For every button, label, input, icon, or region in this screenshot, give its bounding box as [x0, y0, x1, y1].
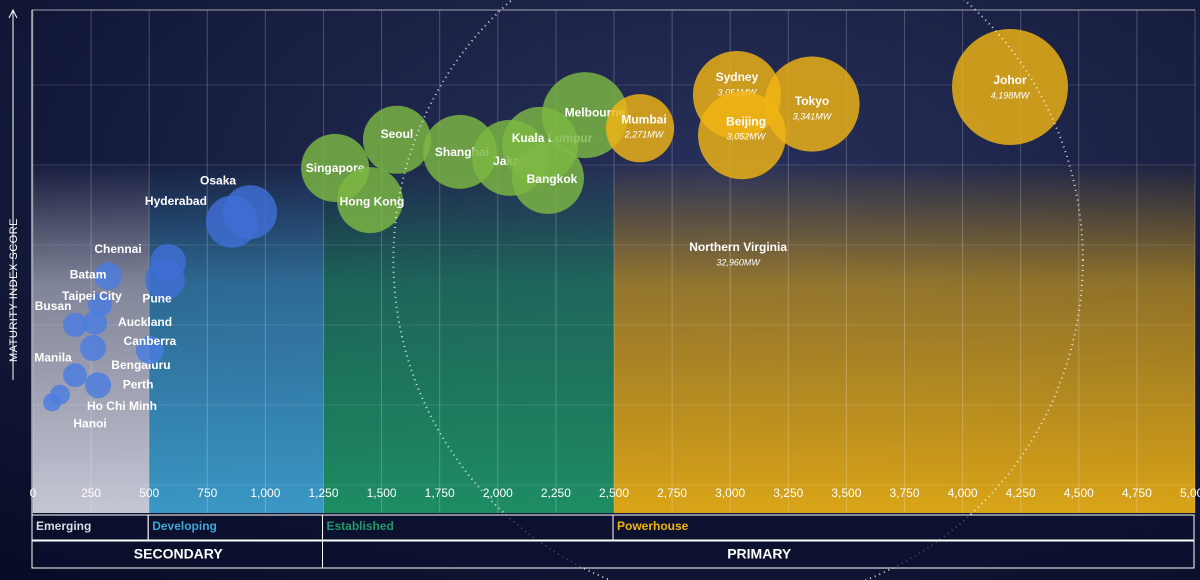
- bubble-label: Beijing: [726, 114, 766, 128]
- x-tick-label: 1,500: [367, 486, 397, 500]
- bubble-label: Seoul: [381, 127, 414, 141]
- tier-label: Emerging: [36, 519, 91, 533]
- bubble: [63, 363, 88, 388]
- bubble-label: Perth: [123, 377, 154, 391]
- bubble-label: Auckland: [118, 315, 172, 329]
- x-tick-label: 2,000: [483, 486, 513, 500]
- bubble: [135, 336, 164, 365]
- bubble-label: Sydney: [716, 70, 759, 84]
- bubble-label: Hong Kong: [340, 194, 405, 208]
- bubble: [49, 384, 70, 405]
- x-tick-label: 5,000: [1180, 486, 1200, 500]
- x-tick-label: 3,500: [831, 486, 861, 500]
- x-tick-label: 1,750: [425, 486, 455, 500]
- x-tick-label: 3,750: [889, 486, 919, 500]
- x-tick-label: 4,750: [1122, 486, 1152, 500]
- x-tick-label: 500: [139, 486, 159, 500]
- bubble-label: Hyderabad: [145, 194, 207, 208]
- capacity-label: 3,341MW: [793, 111, 833, 121]
- capacity-label: 3,052MW: [727, 132, 767, 142]
- group-label: PRIMARY: [727, 546, 792, 562]
- x-tick-label: 1,250: [308, 486, 338, 500]
- bubble-label: Taipei City: [62, 289, 122, 303]
- tier-band: [147, 514, 323, 541]
- tier-label: Powerhouse: [617, 519, 689, 533]
- group-label: SECONDARY: [134, 546, 224, 562]
- bubble-label: Northern Virginia: [689, 240, 787, 254]
- tier-label: Established: [327, 519, 394, 533]
- bubble: [541, 72, 628, 159]
- x-tick-label: 2,750: [657, 486, 687, 500]
- x-tick-label: 2,250: [541, 486, 571, 500]
- bubble: [94, 262, 123, 291]
- bubble-label: Busan: [35, 299, 72, 313]
- group-band: [322, 540, 1195, 569]
- bubble: [952, 28, 1068, 145]
- bubble-label: Batam: [70, 267, 107, 281]
- bubble: [223, 185, 278, 240]
- bubble-label: Bangkok: [527, 172, 578, 186]
- x-tick-label: 250: [81, 486, 101, 500]
- tier-band: [612, 514, 1195, 541]
- bubble: [150, 244, 187, 280]
- bubble-label: Pune: [142, 291, 172, 305]
- tier-label: Developing: [152, 519, 217, 533]
- bubble: [392, 0, 1084, 580]
- bubble: [605, 94, 675, 163]
- bubble-label: Manila: [34, 350, 72, 364]
- bubble-label: Hanoi: [73, 417, 106, 431]
- capacity-label: 2,271MW: [624, 130, 665, 140]
- bubble-label: Singapore: [306, 161, 365, 175]
- bubble-label: Johor: [993, 73, 1027, 87]
- bubble-label: Ho Chi Minh: [87, 399, 157, 413]
- x-tick-label: 750: [197, 486, 217, 500]
- capacity-label: 32,960MW: [716, 257, 761, 267]
- bubble: [85, 372, 112, 399]
- bubble-label: Mumbai: [621, 112, 666, 126]
- bubble: [362, 105, 431, 174]
- bubble-label: Tokyo: [795, 94, 829, 108]
- x-tick-label: 3,000: [715, 486, 745, 500]
- bubble: [337, 167, 403, 234]
- y-axis-label: MATURITY INDEX SCORE: [8, 218, 20, 362]
- bubble: [512, 142, 584, 214]
- y-axis-arrowhead: [8, 8, 18, 19]
- bubble: [87, 292, 112, 317]
- bubble: [83, 310, 108, 335]
- bubble: [63, 312, 88, 337]
- x-tick-label: 4,250: [1006, 486, 1036, 500]
- tier-band: [322, 514, 614, 541]
- x-tick-label: 4,000: [948, 486, 978, 500]
- bubble: [79, 335, 106, 362]
- capacity-label: 4,198MW: [991, 90, 1031, 100]
- x-tick-label: 4,500: [1064, 486, 1094, 500]
- x-tick-label: 2,500: [599, 486, 629, 500]
- group-band: [31, 540, 323, 569]
- bubble-label: Canberra: [124, 334, 177, 348]
- tier-region: [614, 160, 1195, 513]
- bubble-label: Chennai: [94, 242, 141, 256]
- x-tick-label: 3,250: [773, 486, 803, 500]
- bubble-label: Osaka: [200, 173, 236, 187]
- x-tick-label: 0: [30, 486, 37, 500]
- x-tick-label: 1,000: [250, 486, 280, 500]
- bubble: [698, 91, 787, 180]
- bubble: [764, 56, 860, 152]
